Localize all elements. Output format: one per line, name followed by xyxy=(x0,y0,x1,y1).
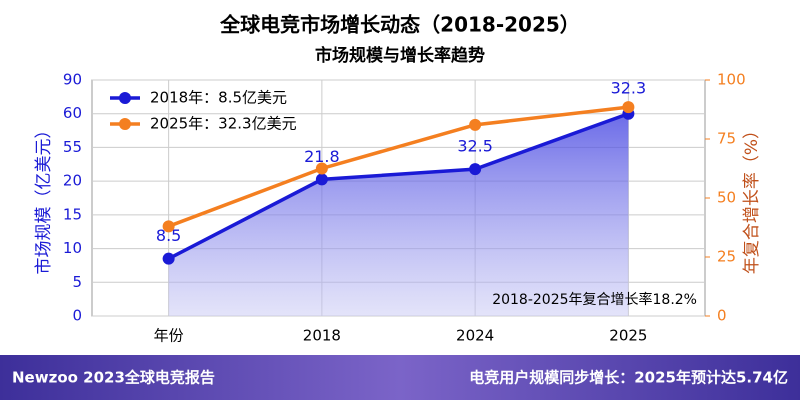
y-tick-label: 20 xyxy=(63,172,82,190)
line xyxy=(168,105,629,228)
y-tick-label: 60 xyxy=(63,104,82,122)
point xyxy=(315,162,328,175)
top-label: 32.3 xyxy=(611,79,647,98)
x-tick-label: 2018 xyxy=(303,327,341,345)
y-tick-label: 90 xyxy=(63,71,82,89)
area xyxy=(168,113,629,316)
y-axis-label: 市场规模（亿美元） xyxy=(34,122,54,275)
footer-bar xyxy=(0,355,800,400)
chart-subtitle: 市场规模与增长率趋势 xyxy=(315,45,485,66)
y2-tick-label: 50 xyxy=(717,189,736,207)
legend-label: 2018年：8.5亿美元 xyxy=(150,89,287,107)
x-tick-label: 年份 xyxy=(154,327,184,345)
y2-axis-label: 年复合增长率（%） xyxy=(742,122,762,274)
legend-marker xyxy=(119,118,131,130)
value-label: 32.5 xyxy=(457,137,493,156)
y2-tick-label: 100 xyxy=(717,71,746,89)
value-label: 8.5 xyxy=(156,226,181,245)
footer-left: Newzoo 2023全球电竞报告 xyxy=(12,369,215,387)
legend-label: 2025年：32.3亿美元 xyxy=(150,115,297,133)
point xyxy=(315,173,328,186)
x-tick-label: 2025 xyxy=(609,327,647,345)
y-tick-label: 10 xyxy=(63,239,82,257)
y-tick-label: 55 xyxy=(63,138,82,156)
y-tick-label: 0 xyxy=(72,307,82,325)
y-tick-label: 15 xyxy=(63,205,82,223)
point xyxy=(162,220,175,233)
line xyxy=(167,112,629,261)
chart-title: 全球电竞市场增长动态（2018-2025） xyxy=(219,13,580,37)
footer-right: 电竞用户规模同步增长：2025年预计达5.74亿 xyxy=(469,369,788,387)
y2-tick-label: 25 xyxy=(717,248,736,266)
y-tick-label: 5 xyxy=(72,273,82,291)
x-tick-label: 2024 xyxy=(456,327,494,345)
y2-tick-label: 0 xyxy=(717,307,727,325)
y2-tick-label: 75 xyxy=(717,130,736,148)
point xyxy=(622,101,635,114)
point xyxy=(469,163,482,176)
value-label: 21.8 xyxy=(304,147,340,166)
point xyxy=(469,118,482,131)
point xyxy=(162,252,175,265)
legend-marker xyxy=(119,92,131,104)
annotation: 2018-2025年复合增长率18.2% xyxy=(492,291,697,308)
